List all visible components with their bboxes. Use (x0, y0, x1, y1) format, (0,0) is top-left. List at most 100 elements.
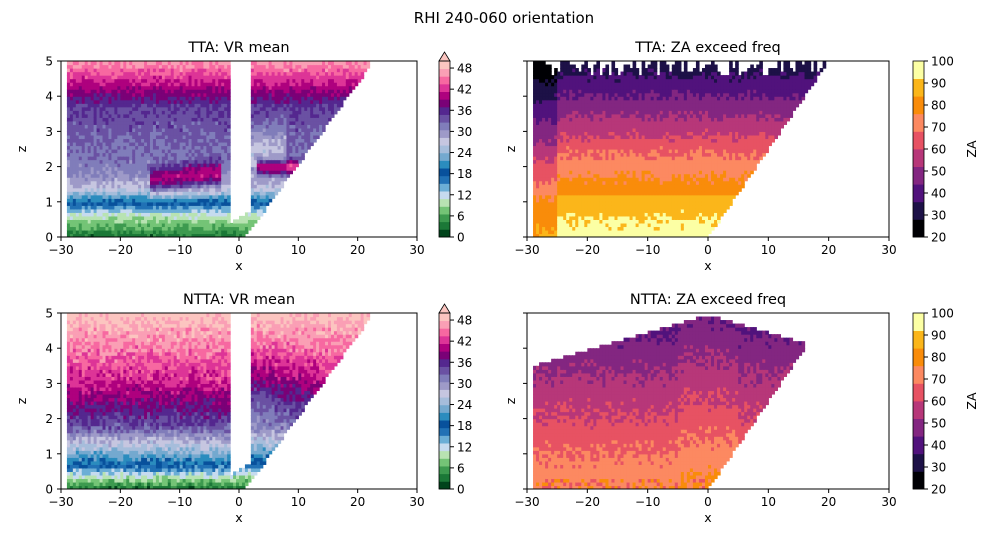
heatmap-cell (105, 113, 110, 118)
heatmap-cell (141, 85, 145, 90)
heatmap-cell (566, 191, 570, 196)
heatmap-cell (117, 89, 121, 94)
heatmap-cell (578, 222, 582, 228)
heatmap-cell (599, 131, 604, 136)
heatmap-cell (90, 61, 95, 66)
heatmap-cell (81, 75, 86, 80)
heatmap-cell (203, 229, 207, 235)
heatmap-cell (209, 187, 213, 192)
heatmap-cell (292, 71, 296, 76)
heatmap-cell (75, 89, 80, 94)
heatmap-cell (72, 124, 77, 129)
heatmap-cell (274, 61, 279, 66)
heatmap-cell (182, 85, 187, 90)
heatmap-cell (129, 198, 133, 203)
heatmap-cell (268, 149, 273, 154)
heatmap-cell (575, 106, 579, 111)
heatmap-cell (351, 85, 356, 90)
heatmap-cell (78, 229, 83, 235)
heatmap-cell (256, 89, 261, 94)
heatmap-cell (313, 99, 317, 104)
heatmap-cell (96, 205, 101, 210)
heatmap-cell (129, 201, 133, 206)
heatmap-cell (268, 152, 273, 157)
heatmap-cell (298, 103, 302, 108)
heatmap-cell (542, 96, 546, 101)
heatmap-cell (578, 120, 582, 125)
heatmap-cell (325, 106, 329, 111)
heatmap-cell (224, 71, 228, 76)
heatmap-cell (158, 64, 163, 69)
heatmap-cell (256, 110, 261, 115)
heatmap-cell (182, 92, 187, 97)
heatmap-cell (265, 180, 270, 185)
heatmap-cell (123, 78, 127, 83)
heatmap-cell (72, 149, 77, 154)
heatmap-cell (152, 205, 157, 210)
heatmap-cell (218, 145, 222, 150)
heatmap-cell (117, 208, 121, 213)
heatmap-cell (126, 180, 130, 185)
heatmap-cell (557, 99, 561, 104)
heatmap-cell (283, 99, 288, 104)
heatmap-cell (551, 215, 555, 220)
heatmap-cell (144, 124, 148, 129)
heatmap-cell (105, 68, 110, 73)
heatmap-cell (66, 106, 71, 111)
heatmap-cell (203, 124, 207, 129)
heatmap-cell (90, 138, 95, 143)
heatmap-cell (268, 159, 273, 164)
heatmap-cell (69, 145, 74, 150)
heatmap-cell (575, 89, 579, 94)
heatmap-cell (96, 177, 101, 182)
heatmap-cell (218, 99, 222, 104)
heatmap-cell (215, 131, 219, 136)
heatmap-cell (593, 120, 597, 125)
heatmap-cell (221, 124, 225, 129)
heatmap-cell (200, 198, 204, 203)
heatmap-cell (155, 89, 160, 94)
heatmap-cell (87, 163, 92, 168)
heatmap-cell (108, 222, 113, 228)
heatmap-cell (78, 85, 83, 90)
heatmap-cell (164, 205, 169, 210)
heatmap-cell (179, 68, 184, 73)
heatmap-cell (557, 226, 561, 231)
heatmap-cell (581, 166, 585, 171)
heatmap-cell (164, 173, 169, 178)
heatmap-cell (575, 229, 579, 235)
heatmap-cell (578, 113, 582, 118)
heatmap-cell (268, 96, 273, 101)
heatmap-cell (575, 82, 579, 87)
heatmap-cell (283, 141, 288, 147)
heatmap-cell (135, 127, 139, 132)
heatmap-cell (173, 233, 178, 237)
heatmap-cell (90, 163, 95, 168)
heatmap-cell (590, 138, 594, 143)
heatmap-cell (173, 96, 178, 101)
heatmap-cell (554, 187, 558, 192)
heatmap-cell (575, 85, 579, 90)
heatmap-cell (132, 156, 136, 161)
heatmap-cell (218, 201, 222, 206)
heatmap-cell (590, 163, 594, 168)
heatmap-cell (96, 180, 101, 185)
heatmap-cell (96, 219, 101, 224)
heatmap-cell (132, 85, 136, 90)
heatmap-cell (256, 177, 261, 182)
colorbar-segment (439, 61, 450, 70)
heatmap-cell (599, 170, 604, 175)
heatmap-cell (301, 106, 305, 111)
heatmap-cell (218, 141, 222, 147)
heatmap-cell (599, 82, 604, 87)
heatmap-cell (138, 85, 142, 90)
heatmap-cell (150, 163, 154, 168)
heatmap-cell (158, 99, 163, 104)
heatmap-cell (167, 229, 172, 235)
heatmap-cell (536, 103, 540, 108)
heatmap-cell (152, 64, 157, 69)
heatmap-cell (191, 134, 196, 140)
heatmap-cell (152, 89, 157, 94)
heatmap-cell (93, 219, 98, 224)
heatmap-cell (102, 177, 107, 182)
